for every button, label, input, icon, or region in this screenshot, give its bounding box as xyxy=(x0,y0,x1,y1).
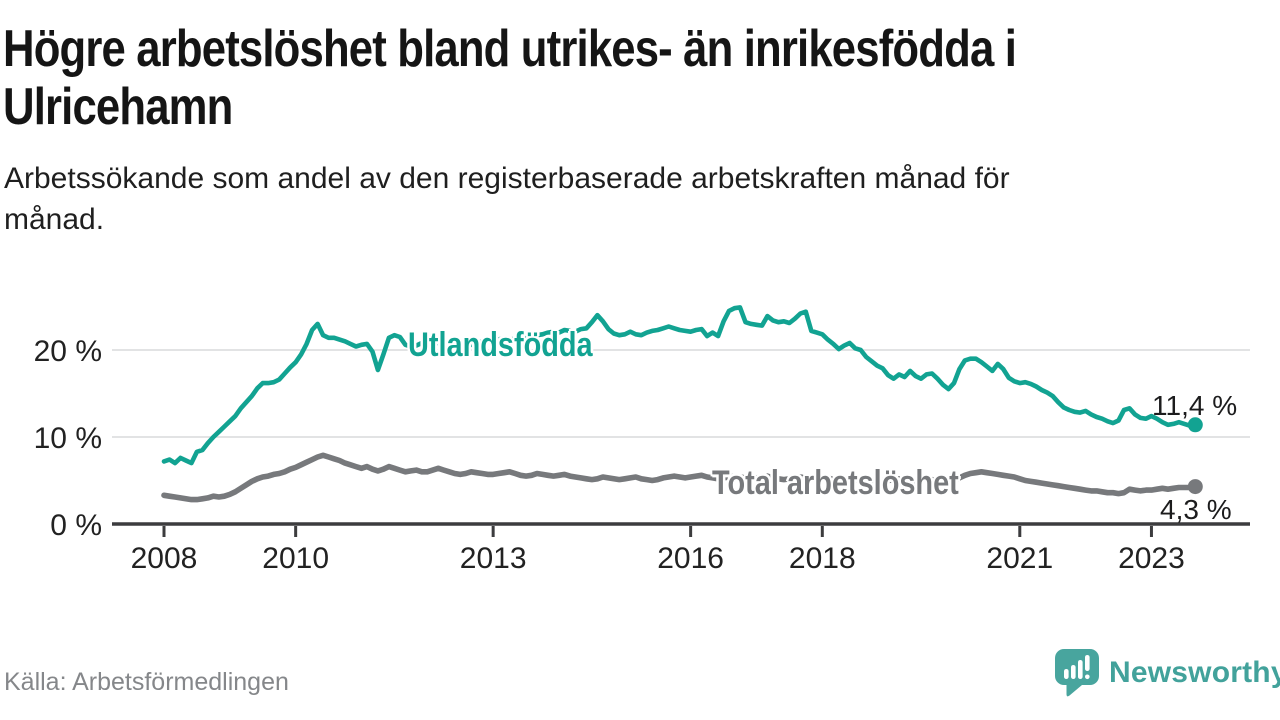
series-line-total xyxy=(161,452,1199,503)
x-axis-label-2013: 2013 xyxy=(460,542,527,575)
newsworthy-bubble-chart-icon xyxy=(1055,649,1099,697)
x-axis-label-2023: 2023 xyxy=(1118,542,1185,575)
x-axis-label-2021: 2021 xyxy=(986,542,1053,575)
subtitle-line-1: Arbetssökande som andel av den registerb… xyxy=(4,162,1010,195)
y-axis-label-10: 10 % xyxy=(34,422,102,455)
x-axis-label-2010: 2010 xyxy=(262,542,329,575)
series-end-dot-utlandsfodda xyxy=(1187,417,1203,433)
x-axis-label-2008: 2008 xyxy=(131,542,198,575)
brand-wordmark: Newsworthy xyxy=(1109,656,1280,689)
series-line-utlandsfodda xyxy=(161,305,1198,466)
x-axis-label-2016: 2016 xyxy=(657,542,724,575)
subtitle-line-2: månad. xyxy=(4,203,105,236)
title-line-1: Högre arbetslöshet bland utrikes- än inr… xyxy=(3,20,1017,78)
end-value-label-total: 4,3 % xyxy=(1160,494,1232,525)
title-line-2: Ulricehamn xyxy=(3,78,233,136)
y-axis-label-20: 20 % xyxy=(34,335,102,368)
series-label-total-arbetsloshet: Total arbetslöshet xyxy=(712,464,959,502)
chart-subtitle: Arbetssökande som andel av den registerb… xyxy=(4,158,1244,240)
y-axis-label-0: 0 % xyxy=(50,509,102,542)
page-title: Högre arbetslöshet bland utrikes- än inr… xyxy=(3,20,1263,136)
brand-footer: Newsworthy xyxy=(1054,648,1280,698)
x-axis-label-2018: 2018 xyxy=(789,542,856,575)
end-value-label-utlandsfodda: 11,4 % xyxy=(1152,390,1238,421)
series-end-dot-total xyxy=(1187,479,1203,495)
source-note: Källa: Arbetsförmedlingen xyxy=(4,668,289,696)
series-label-utlandsfodda: Utlandsfödda xyxy=(408,326,593,364)
